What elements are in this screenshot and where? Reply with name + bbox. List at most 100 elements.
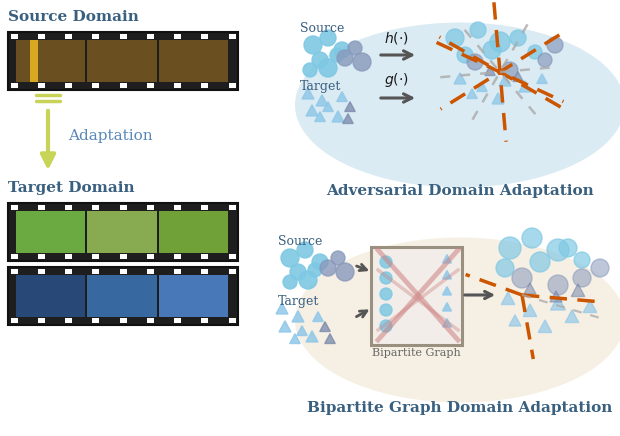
- Bar: [120, 254, 126, 259]
- Text: Adaptation: Adaptation: [68, 129, 153, 143]
- Bar: [174, 269, 181, 274]
- Polygon shape: [477, 82, 487, 92]
- Text: Target: Target: [278, 295, 319, 308]
- Bar: [11, 254, 17, 259]
- Bar: [120, 318, 126, 323]
- Bar: [202, 34, 208, 39]
- Polygon shape: [443, 303, 451, 311]
- Bar: [92, 34, 99, 39]
- Bar: [92, 205, 99, 210]
- Circle shape: [510, 30, 526, 46]
- Bar: [11, 83, 17, 88]
- Bar: [11, 34, 17, 39]
- Bar: [11, 318, 17, 323]
- Polygon shape: [302, 88, 314, 99]
- Polygon shape: [323, 102, 334, 112]
- Bar: [147, 205, 154, 210]
- Circle shape: [283, 275, 297, 289]
- Bar: [229, 254, 236, 259]
- Bar: [11, 269, 17, 274]
- Polygon shape: [537, 74, 547, 84]
- Bar: [87, 275, 157, 317]
- Text: Target: Target: [300, 80, 342, 93]
- Bar: [16, 211, 86, 253]
- Circle shape: [308, 263, 322, 277]
- Circle shape: [446, 29, 464, 47]
- Polygon shape: [524, 283, 536, 294]
- Circle shape: [319, 59, 337, 77]
- Text: Source: Source: [300, 22, 344, 35]
- Circle shape: [496, 259, 514, 277]
- Bar: [147, 83, 154, 88]
- Circle shape: [522, 228, 542, 248]
- Polygon shape: [443, 271, 451, 279]
- Polygon shape: [467, 89, 477, 99]
- Polygon shape: [315, 112, 326, 122]
- Circle shape: [530, 252, 550, 272]
- Bar: [202, 83, 208, 88]
- Polygon shape: [345, 102, 355, 112]
- Circle shape: [334, 42, 350, 58]
- Circle shape: [348, 41, 362, 55]
- Bar: [38, 83, 45, 88]
- Text: Source: Source: [278, 235, 322, 248]
- Bar: [159, 275, 228, 317]
- Polygon shape: [443, 255, 451, 263]
- Circle shape: [470, 22, 486, 38]
- Polygon shape: [276, 303, 288, 314]
- Circle shape: [281, 249, 299, 267]
- Polygon shape: [513, 72, 523, 82]
- Polygon shape: [332, 111, 344, 122]
- Ellipse shape: [295, 23, 620, 187]
- Bar: [16, 275, 86, 317]
- Bar: [120, 205, 126, 210]
- Circle shape: [490, 32, 510, 52]
- Polygon shape: [443, 319, 451, 327]
- Circle shape: [528, 45, 542, 59]
- Bar: [87, 211, 157, 253]
- Polygon shape: [550, 291, 562, 302]
- Bar: [87, 40, 157, 82]
- Circle shape: [573, 269, 591, 287]
- Polygon shape: [571, 284, 585, 296]
- FancyBboxPatch shape: [371, 246, 461, 344]
- Bar: [147, 254, 154, 259]
- Polygon shape: [320, 322, 330, 331]
- Bar: [8, 203, 238, 261]
- Bar: [65, 269, 72, 274]
- Bar: [92, 318, 99, 323]
- Circle shape: [467, 54, 483, 70]
- Polygon shape: [292, 311, 304, 322]
- Bar: [38, 205, 45, 210]
- Bar: [174, 318, 181, 323]
- Circle shape: [512, 268, 532, 288]
- Text: Bipartite Graph: Bipartite Graph: [371, 348, 461, 358]
- Circle shape: [353, 53, 371, 71]
- Bar: [8, 267, 238, 325]
- Circle shape: [304, 36, 322, 54]
- Circle shape: [299, 271, 317, 289]
- Circle shape: [290, 264, 306, 280]
- Bar: [92, 269, 99, 274]
- Bar: [229, 83, 236, 88]
- Polygon shape: [485, 66, 495, 75]
- Bar: [159, 40, 228, 82]
- Bar: [65, 83, 72, 88]
- Bar: [202, 254, 208, 259]
- Bar: [174, 34, 181, 39]
- Circle shape: [547, 37, 563, 53]
- Polygon shape: [492, 93, 504, 104]
- Bar: [65, 205, 72, 210]
- Polygon shape: [443, 286, 451, 295]
- Polygon shape: [279, 321, 291, 332]
- Bar: [16, 40, 86, 82]
- Circle shape: [336, 263, 354, 281]
- Circle shape: [312, 254, 328, 270]
- Bar: [65, 34, 72, 39]
- Ellipse shape: [295, 238, 620, 402]
- Polygon shape: [501, 292, 515, 304]
- Bar: [159, 211, 228, 253]
- Circle shape: [312, 52, 328, 68]
- Bar: [30, 40, 38, 82]
- Circle shape: [297, 242, 313, 258]
